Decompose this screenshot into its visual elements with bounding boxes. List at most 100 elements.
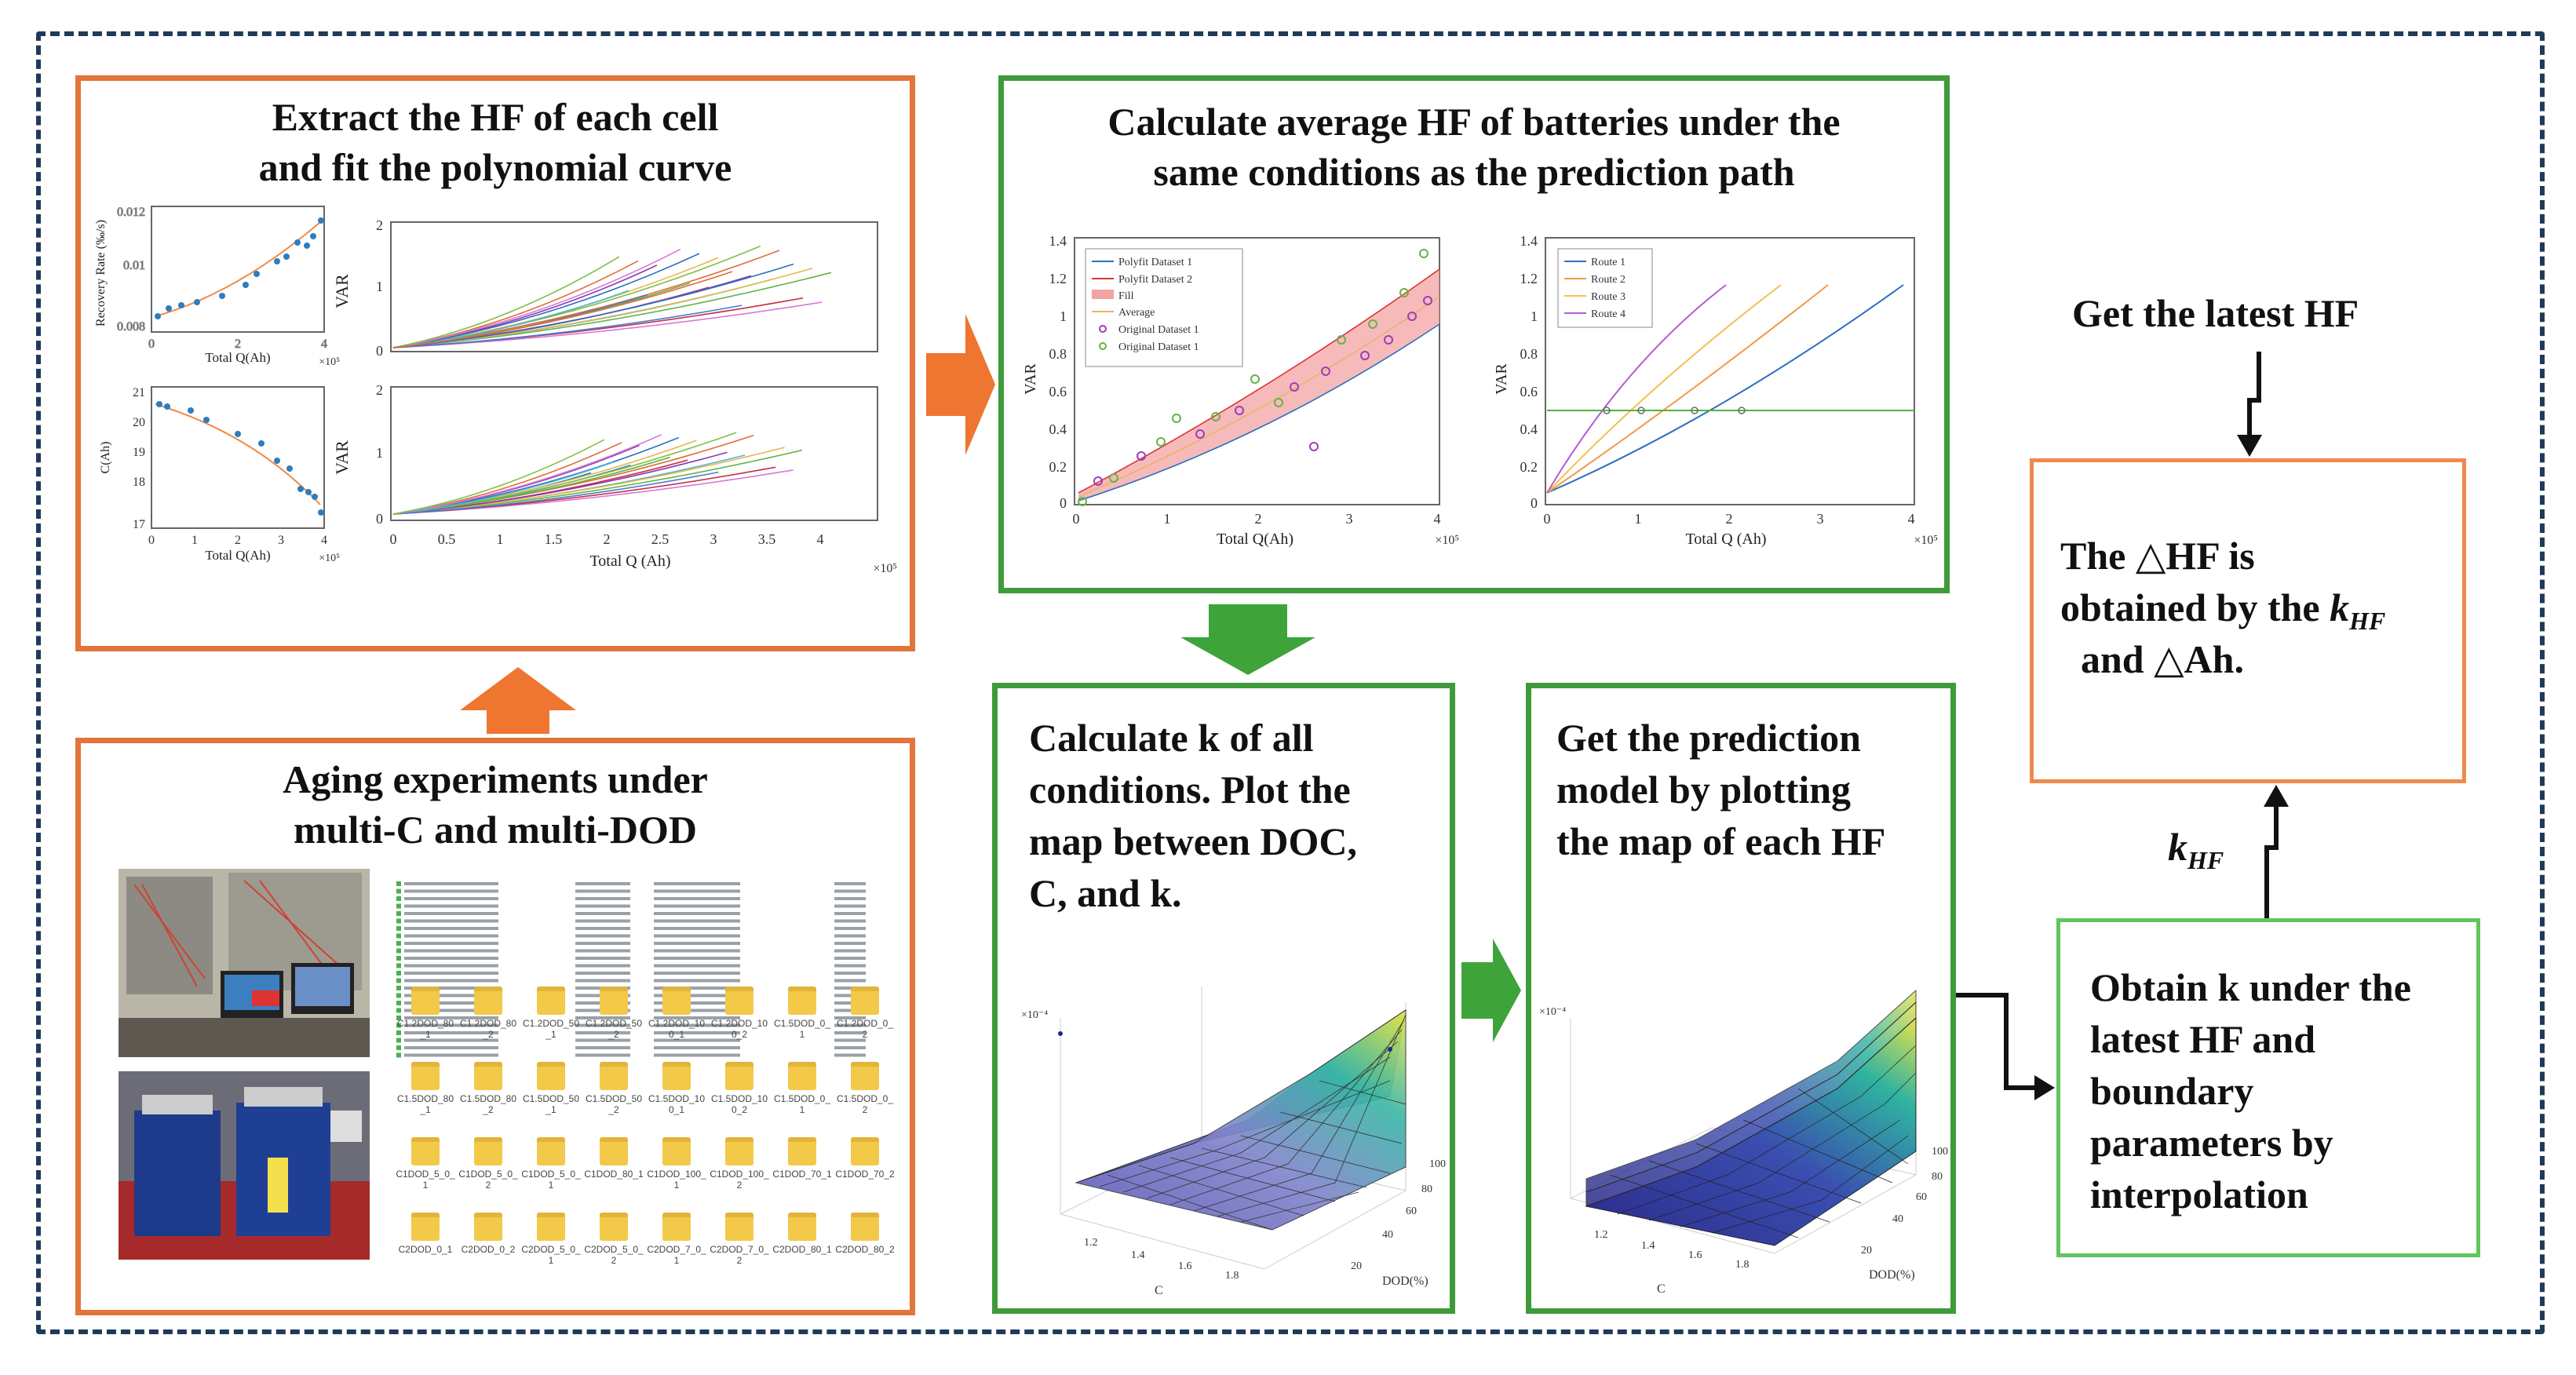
plot-average-hf: 1.4 1.2 1 0.8 0.6 0.4 0.2 0 0 1 2 3 4 To…	[1022, 233, 1459, 548]
svg-text:40: 40	[1892, 1213, 1903, 1225]
file-row-text	[834, 912, 866, 915]
plot-a-exp: ×10⁵	[319, 356, 340, 368]
folder-item: C2DOD_7_0_1	[646, 1213, 707, 1266]
folder-icon	[851, 987, 879, 1015]
svg-text:0.8: 0.8	[1520, 346, 1538, 362]
file-row-text	[654, 979, 740, 983]
box1-title-line1: Extract the HF of each cell	[272, 95, 719, 139]
folder-icon	[537, 1137, 565, 1165]
file-row-text	[834, 919, 866, 923]
box1-title-line2: and fit the polynomial curve	[258, 145, 732, 189]
file-row-icon	[396, 986, 401, 990]
svg-text:60: 60	[1406, 1205, 1417, 1217]
box6-line-2: boundary	[2090, 1069, 2254, 1113]
file-row-icon	[396, 963, 401, 968]
folder-item: C1.2DOD_100_2	[709, 987, 770, 1040]
svg-text:4: 4	[321, 337, 327, 351]
file-row-icon	[396, 941, 401, 946]
svg-text:1.4: 1.4	[1049, 233, 1067, 249]
file-row-text	[834, 1038, 866, 1042]
file-row-text	[654, 912, 740, 915]
folder-icon	[662, 1137, 691, 1165]
folder-item: C1.2DOD_80_2	[458, 987, 519, 1040]
file-row-text	[834, 972, 866, 975]
svg-text:1.2: 1.2	[1594, 1229, 1608, 1241]
file-row-text	[834, 1046, 866, 1049]
file-row-text	[404, 994, 498, 998]
svg-text:4: 4	[817, 531, 824, 547]
arrow-orange-up	[460, 667, 576, 734]
var-curve	[392, 248, 681, 348]
folder-label: C1.2DOD_80_2	[459, 1018, 517, 1040]
folder-icon	[725, 1137, 753, 1165]
folder-icon	[474, 1137, 502, 1165]
svg-text:1.4: 1.4	[1641, 1240, 1655, 1252]
svg-text:1: 1	[376, 445, 383, 461]
box5-line-1: model by plotting	[1556, 768, 1852, 812]
plot-b-xlabel: Total Q(Ah)	[205, 548, 270, 563]
box6-line-1: latest HF and	[2090, 1017, 2316, 1061]
obtain-k-box: Obtain k under the latest HF and boundar…	[2056, 918, 2480, 1257]
file-row-icon	[396, 978, 401, 983]
svg-text:2: 2	[376, 382, 383, 398]
folder-item: C2DOD_5_0_2	[583, 1213, 644, 1266]
folder-label: C1.5DOD_50_1	[522, 1093, 580, 1115]
file-row-text	[834, 1031, 866, 1034]
svg-text:×10⁻⁴: ×10⁻⁴	[1539, 1006, 1566, 1018]
svg-text:4: 4	[1908, 511, 1915, 527]
plot-a-ylabel: Recovery Rate (‰/s)	[94, 220, 108, 326]
connector-box6-box7	[2264, 801, 2279, 918]
file-row-text	[575, 942, 630, 945]
folder-item: C1DOD_5_0_2	[458, 1137, 519, 1191]
svg-text:1.4: 1.4	[1520, 233, 1538, 249]
folder-label: C1.5DOD_80_1	[396, 1093, 454, 1115]
file-row-text	[575, 1031, 630, 1034]
svg-text:0: 0	[376, 343, 383, 359]
folder-label: C1.5DOD_100_1	[648, 1093, 706, 1115]
file-row-text	[834, 904, 866, 908]
svg-text:100: 100	[1932, 1146, 1948, 1158]
plot-var-top: 2 1 0 VAR	[332, 217, 878, 359]
folder-label: C2DOD_5_0_1	[521, 1244, 581, 1266]
folder-item: C1DOD_5_0_1	[395, 1137, 456, 1191]
svg-text:20: 20	[133, 416, 145, 429]
file-row-text	[404, 1046, 498, 1049]
box5-xlabel: C	[1657, 1282, 1666, 1296]
left-xlabel: Total Q(Ah)	[1217, 531, 1293, 548]
khf-k: k	[2168, 825, 2187, 869]
box7-line2: obtained by the kHF	[2060, 582, 2385, 647]
arrow-orange-right	[926, 314, 995, 455]
folder-item: C1.2DOD_0_2	[834, 987, 896, 1040]
file-row-icon	[396, 993, 401, 998]
connector-label-box7	[2247, 352, 2261, 439]
svg-text:1.2: 1.2	[1049, 271, 1067, 286]
file-row-text	[575, 897, 630, 900]
file-row-text	[404, 882, 498, 885]
file-row-icon	[396, 896, 401, 901]
folder-label: C1DOD_100_2	[710, 1169, 769, 1191]
svg-text:0.012: 0.012	[117, 206, 145, 219]
file-row-text	[654, 964, 740, 968]
file-row-text	[834, 1053, 866, 1057]
svg-text:1.8: 1.8	[1735, 1259, 1750, 1271]
folder-icon	[474, 1213, 502, 1241]
folder-label: C1.2DOD_50_2	[585, 1018, 643, 1040]
folder-label: C2DOD_0_2	[461, 1244, 516, 1255]
file-row-text	[404, 889, 498, 893]
file-row-text	[834, 964, 866, 968]
file-row-text	[404, 964, 498, 968]
svg-text:2: 2	[235, 534, 241, 547]
var-curve	[392, 456, 671, 515]
file-row-icon	[396, 971, 401, 976]
folder-item: C2DOD_5_0_1	[520, 1213, 582, 1266]
box7-line1: The △HF is	[2060, 534, 2255, 578]
file-row-text	[404, 1008, 498, 1012]
box6-line-0: Obtain k under the	[2090, 961, 2411, 1013]
file-row-text	[834, 1023, 866, 1027]
file-row-text	[404, 979, 498, 983]
folder-item: C2DOD_0_1	[395, 1213, 456, 1255]
plot-c-ylabel: VAR	[332, 274, 352, 308]
file-row-text	[575, 1016, 630, 1019]
file-row-text	[654, 1046, 740, 1049]
